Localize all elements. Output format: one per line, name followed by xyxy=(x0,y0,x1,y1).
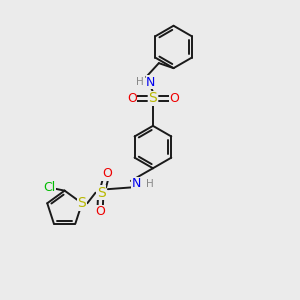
Text: H: H xyxy=(136,77,144,87)
Text: N: N xyxy=(146,76,156,89)
Text: O: O xyxy=(95,205,105,218)
Text: N: N xyxy=(132,177,141,190)
Text: S: S xyxy=(97,186,106,200)
Text: O: O xyxy=(169,92,179,105)
Text: S: S xyxy=(148,92,157,106)
Text: Cl: Cl xyxy=(43,181,56,194)
Text: O: O xyxy=(102,167,112,180)
Text: O: O xyxy=(127,92,137,105)
Text: H: H xyxy=(146,179,154,189)
Text: S: S xyxy=(78,196,86,210)
